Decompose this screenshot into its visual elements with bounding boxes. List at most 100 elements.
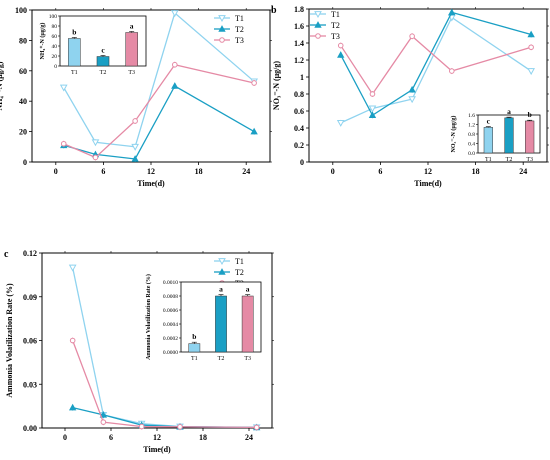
x-tick-label: 6	[378, 167, 382, 176]
data-point-T2	[171, 82, 179, 89]
y-axis-label: Ammonia Volatilization Rate (%)	[5, 283, 14, 398]
inset-bar-T3	[125, 32, 138, 67]
y-tick-label: 60	[19, 67, 27, 76]
y-tick-label: 40	[19, 97, 27, 106]
data-point-T3	[132, 118, 138, 124]
y-tick-label: 0.2	[294, 141, 304, 150]
inset-bar-T3	[525, 120, 535, 154]
inset-y-tick-label: 0.0008	[163, 294, 178, 300]
inset-y-tick-label: 0.0010	[163, 280, 178, 286]
y-tick-label: 1	[300, 73, 304, 82]
legend-marker-T1	[218, 258, 226, 266]
data-point-T1	[527, 68, 535, 76]
series-line-T3	[340, 35, 532, 96]
inset-bar-T2	[215, 295, 227, 353]
legend-marker-T1	[314, 11, 322, 19]
legend-label-T3: T3	[235, 36, 244, 45]
inset-x-tick-label: T1	[191, 356, 198, 362]
y-tick-label: 0.12	[23, 249, 37, 258]
inset-y-tick-label: 0	[54, 64, 57, 70]
y-tick-label: 1.8	[294, 5, 304, 14]
y-tick-label: 0	[300, 158, 304, 167]
data-point-T1	[91, 139, 100, 147]
inset-x-tick-label: T3	[526, 157, 533, 163]
inset-y-tick-label: 0.0002	[163, 336, 178, 342]
data-point-T3	[69, 337, 76, 344]
inset-y-tick-label: 0.0000	[163, 350, 178, 356]
inset-bar-T1	[68, 38, 81, 67]
inset-y-tick-label: 100	[49, 14, 58, 20]
data-point-T2	[250, 127, 258, 135]
x-tick-label: 6	[101, 167, 105, 176]
data-point-T2	[131, 155, 139, 162]
data-point-T2	[99, 411, 108, 418]
series-line-T2	[63, 85, 255, 160]
data-point-T2	[68, 403, 77, 411]
inset-y-tick-label: 1.2	[468, 123, 475, 129]
panel-a: a 0 20 40 60 80 100 0 6 12 18 24 Time(d) NH₄⁺-N (μg/g…	[0, 6, 272, 188]
y-tick-label: 1.2	[294, 56, 304, 65]
legend-label-T2: T2	[331, 21, 340, 30]
series-line-T1	[340, 16, 532, 124]
data-point-T1	[408, 96, 416, 104]
inset-x-tick-label: T2	[506, 157, 513, 163]
inset-sig-letter: c	[487, 117, 491, 126]
x-tick-label: 18	[199, 433, 207, 442]
y-tick-label: 1.6	[294, 22, 304, 31]
inset-y-tick-label: 80	[52, 24, 58, 30]
inset-y-tick-label: 60	[52, 34, 58, 40]
data-point-T2	[527, 30, 535, 38]
inset-x-tick-label: T2	[218, 356, 225, 362]
data-point-T3	[369, 91, 376, 97]
inset-bar-T1	[483, 127, 493, 154]
data-point-T1	[59, 84, 68, 92]
data-point-T3	[528, 44, 534, 51]
inset-bar-T2	[504, 117, 514, 154]
y-tick-label: 0	[23, 158, 27, 167]
inset-y-tick-label: 0.0006	[163, 308, 178, 314]
inset-x-tick-label: T1	[71, 70, 78, 76]
panel-c: c 0.00 0.03 0.06 0.09 0.12 0 6 12 18 24 Time(d) Ammo…	[4, 249, 274, 454]
y-axis-label: NO₃⁻-N (μg/g)	[272, 61, 281, 110]
inset-sig-letter: b	[192, 332, 196, 341]
x-tick-label: 12	[424, 167, 432, 176]
inset-bar-T2	[96, 56, 110, 67]
x-tick-label: 0	[331, 167, 335, 176]
legend-marker-T2	[314, 21, 322, 28]
data-point-T3	[409, 33, 415, 40]
x-tick-label: 24	[242, 167, 250, 176]
data-point-T3	[100, 419, 107, 425]
data-point-T3	[60, 140, 67, 147]
y-axis-label: NH₄⁺-N (μg/g)	[0, 61, 4, 110]
data-point-T1	[68, 264, 77, 272]
x-tick-label: 12	[147, 167, 155, 176]
data-point-T3	[251, 80, 257, 86]
inset-x-tick-label: T2	[100, 70, 107, 76]
inset-y-tick-label: 40	[52, 44, 58, 50]
inset-sig-letter: b	[528, 110, 532, 119]
x-tick-label: 18	[472, 167, 480, 176]
x-tick-label: 18	[195, 167, 203, 176]
inset-bar-T3	[241, 295, 254, 353]
y-tick-label: 0.6	[294, 107, 304, 116]
inset-y-tick-label: 0.4	[468, 142, 475, 148]
data-point-T2	[368, 111, 377, 119]
x-tick-label: 0	[54, 167, 58, 176]
x-tick-label: 0	[63, 433, 67, 442]
inset-sig-letter: a	[219, 285, 223, 294]
inset-x-tick-label: T3	[244, 356, 251, 362]
legend-marker-T3	[315, 33, 321, 39]
legend-label-T1: T1	[235, 257, 244, 266]
legend-marker-T2	[218, 25, 226, 32]
inset-sig-letter: b	[72, 28, 76, 37]
legend-marker-T1	[218, 15, 226, 23]
data-point-T3	[172, 61, 178, 68]
y-tick-label: 0.06	[23, 337, 37, 346]
y-tick-label: 0.03	[23, 380, 37, 389]
x-axis-label: Time(d)	[414, 179, 442, 188]
data-point-T1	[170, 10, 179, 18]
legend-marker-T3	[219, 37, 225, 43]
legend-label-T1: T1	[235, 14, 244, 23]
data-point-T2	[408, 85, 416, 93]
y-tick-label: 0.4	[294, 124, 304, 133]
